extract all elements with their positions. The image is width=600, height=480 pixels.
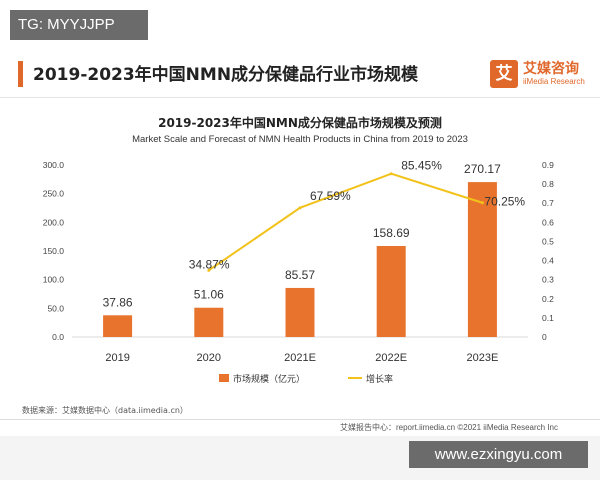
footer-report: 艾媒报告中心：report.iimedia.cn ©2021 iiMedia R… <box>340 423 558 432</box>
growth-rate-line <box>208 172 483 272</box>
x-tick-label: 2023E <box>466 352 498 364</box>
chart-subtitle: Market Scale and Forecast of NMN Health … <box>132 134 468 145</box>
growth-rate-label: 67.59% <box>310 189 351 203</box>
y-left-tick-label: 150.0 <box>43 246 65 256</box>
bar <box>285 287 315 337</box>
brand-logo-icon: 艾 <box>490 60 518 88</box>
bar-value-label: 158.69 <box>373 226 410 240</box>
x-tick-label: 2020 <box>197 352 221 364</box>
y-right-tick-label: 0.1 <box>542 313 554 323</box>
source-note: 数据来源：艾媒数据中心（data.iimedia.cn） <box>22 406 188 415</box>
y-left-tick-label: 200.0 <box>43 217 65 227</box>
growth-rate-point <box>298 206 302 210</box>
bar-value-label: 85.57 <box>285 268 315 282</box>
growth-rate-label: 85.45% <box>401 159 442 173</box>
bar <box>467 182 497 337</box>
bar-value-label: 51.06 <box>194 288 224 302</box>
bar <box>103 315 133 337</box>
x-tick-label: 2021E <box>284 352 316 364</box>
growth-rate-point <box>480 201 484 205</box>
growth-rate-point <box>207 268 211 272</box>
y-right-tick-label: 0.7 <box>542 198 554 208</box>
y-right-tick-label: 0.3 <box>542 275 554 285</box>
overlay-tag: TG: MYYJJPP <box>10 10 148 40</box>
y-right-tick-label: 0 <box>542 332 547 342</box>
bar <box>376 246 406 337</box>
page-title: 2019-2023年中国NMN成分保健品行业市场规模 <box>33 65 419 85</box>
growth-rate-label: 70.25% <box>484 195 525 209</box>
footer-divider <box>0 419 600 420</box>
growth-rate-point <box>389 172 393 176</box>
bar <box>194 307 224 337</box>
brand: 艾 艾媒咨询 iiMedia Research <box>490 58 596 94</box>
y-left-tick-label: 50.0 <box>47 303 64 313</box>
header-divider <box>0 97 600 98</box>
y-left-tick-label: 250.0 <box>43 189 65 199</box>
bar-value-label: 37.86 <box>103 295 133 309</box>
report-header: 2019-2023年中国NMN成分保健品行业市场规模 艾 艾媒咨询 iiMedi… <box>0 52 600 96</box>
y-right-tick-label: 0.6 <box>542 217 554 227</box>
watermark: www.ezxingyu.com <box>409 441 588 468</box>
y-right-tick-label: 0.5 <box>542 236 554 246</box>
y-right-tick-label: 0.9 <box>542 160 554 170</box>
y-right-tick-label: 0.2 <box>542 294 554 304</box>
legend-bar-swatch <box>219 374 229 382</box>
brand-name: 艾媒咨询 <box>523 61 579 77</box>
chart-title: 2019-2023年中国NMN成分保健品市场规模及预测 <box>158 116 442 130</box>
y-left-tick-label: 0.0 <box>52 332 64 342</box>
x-tick-label: 2019 <box>105 352 129 364</box>
legend-bar-label: 市场规模（亿元） <box>233 373 305 384</box>
y-left-tick-label: 100.0 <box>43 275 65 285</box>
y-left-tick-label: 300.0 <box>43 160 65 170</box>
x-tick-label: 2022E <box>375 352 407 364</box>
title-accent-bar <box>18 61 23 87</box>
y-right-tick-label: 0.8 <box>542 179 554 189</box>
bar-value-label: 270.17 <box>464 162 501 176</box>
y-right-tick-label: 0.4 <box>542 256 554 266</box>
brand-name-en: iiMedia Research <box>523 77 585 86</box>
legend-line-label: 增长率 <box>366 373 393 384</box>
growth-rate-label: 34.87% <box>189 257 230 271</box>
